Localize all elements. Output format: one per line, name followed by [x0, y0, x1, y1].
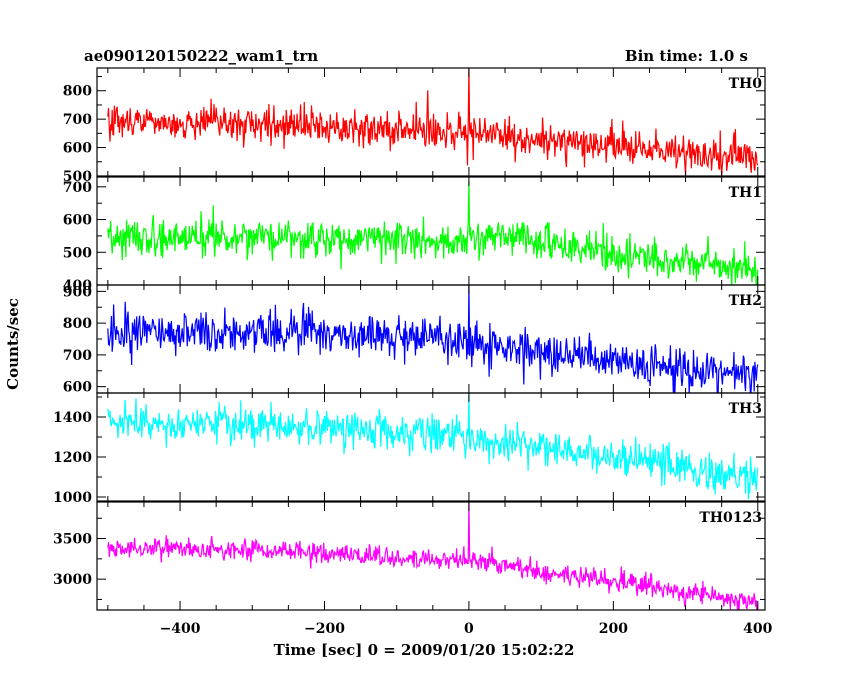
y-tick-label: 400: [63, 278, 92, 294]
series-line-th2: [107, 285, 759, 393]
y-tick-label: 700: [63, 180, 92, 196]
series-line-th0123: [107, 502, 759, 610]
panel-th0: 500 600 700 800 TH0: [63, 67, 766, 185]
y-tick-label: 600: [63, 141, 92, 157]
series-line-th0: [107, 68, 759, 176]
series-line-th3: [107, 393, 759, 499]
panel-frame: [96, 392, 766, 502]
y-tick-label: 900: [63, 284, 92, 300]
panel-label-th2: TH2: [729, 293, 762, 309]
x-tick-label: 200: [599, 621, 628, 637]
panel-frame: [96, 176, 766, 286]
panel-th1: 400 500 600 700 TH1: [63, 176, 766, 294]
y-tick-label: 1400: [53, 410, 92, 426]
x-tick-label: −200: [304, 621, 345, 637]
y-axis-label: Counts/sec: [4, 298, 22, 390]
series-line-th1: [107, 180, 759, 285]
panels-group: 500 600 700 800 TH0 400 500 600 700 TH1 600 700 800 9…: [53, 67, 766, 611]
y-tick-label: 500: [63, 245, 92, 261]
chart-title: ae090120150222_wam1_trn: [84, 47, 318, 65]
y-tick-label: 1000: [53, 490, 92, 506]
panel-label-th0: TH0: [729, 76, 763, 92]
panel-frame: [96, 284, 766, 394]
x-tick-label: 0: [464, 621, 474, 637]
panel-th2: 600 700 800 900 TH2: [63, 284, 766, 396]
panel-th3: 1000 1200 1400 TH3: [53, 392, 766, 506]
panel-th0123: 3000 3500 TH0123: [53, 501, 766, 611]
panel-label-th3: TH3: [729, 401, 762, 417]
x-tick-label: 400: [743, 621, 772, 637]
panel-frame: [96, 501, 766, 611]
y-tick-label: 3000: [53, 572, 92, 588]
panel-label-th0123: TH0123: [699, 510, 762, 526]
y-tick-label: 3500: [53, 532, 92, 548]
x-tick-label: −400: [160, 621, 201, 637]
x-tick-labels: −400 −200 0 200 400: [160, 621, 773, 637]
y-tick-label: 600: [63, 213, 92, 229]
x-axis-label: Time [sec] 0 = 2009/01/20 15:02:22: [274, 641, 575, 659]
y-tick-label: 600: [63, 380, 92, 396]
y-tick-label: 1200: [53, 450, 92, 466]
y-tick-label: 700: [63, 348, 92, 364]
panel-frame: [96, 67, 766, 177]
y-tick-label: 500: [63, 169, 92, 185]
bin-time-label: Bin time: 1.0 s: [625, 47, 748, 65]
y-tick-label: 700: [63, 112, 92, 128]
panel-label-th1: TH1: [729, 185, 762, 201]
y-tick-label: 800: [63, 84, 92, 100]
y-tick-label: 800: [63, 316, 92, 332]
